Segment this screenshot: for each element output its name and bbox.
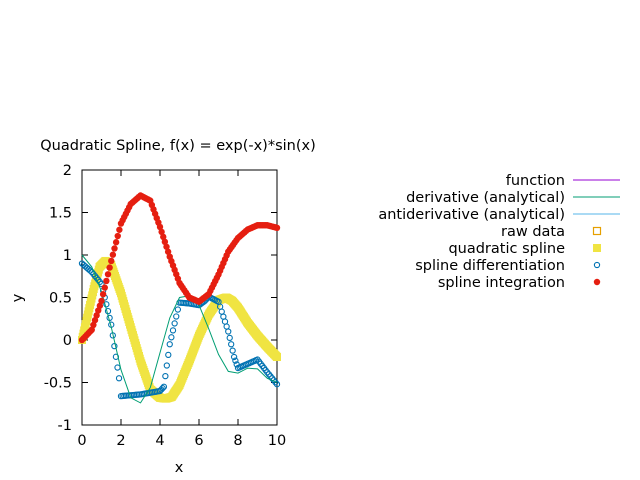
legend-item: spline differentiation — [415, 258, 601, 274]
data-point — [166, 341, 173, 348]
data-point — [103, 301, 110, 308]
data-point — [91, 316, 99, 324]
data-point — [159, 385, 166, 392]
data-point — [165, 351, 172, 359]
data-point — [273, 381, 281, 388]
legend-item: quadratic spline — [448, 241, 601, 257]
data-point — [168, 334, 175, 341]
data-point — [273, 353, 281, 361]
legend-item: derivative (analytical) — [406, 190, 620, 206]
y-tick-label: 1 — [63, 248, 72, 264]
data-point — [101, 284, 108, 291]
data-point — [171, 320, 178, 327]
data-point — [158, 228, 165, 236]
data-point — [96, 302, 104, 309]
x-tick-label: 8 — [233, 433, 242, 449]
series-spline-integration — [78, 192, 281, 344]
legend-swatch — [593, 244, 601, 252]
y-tick-label: 0.5 — [49, 291, 72, 307]
legend-label: raw data — [501, 224, 565, 240]
data-point — [160, 383, 168, 390]
legend-label: spline integration — [438, 275, 565, 291]
series-layer — [78, 192, 281, 404]
legend-item: function — [506, 173, 620, 189]
y-tick-label: -1 — [58, 418, 72, 434]
x-tick-label: 2 — [116, 433, 125, 449]
data-point — [104, 271, 112, 278]
legend-label: quadratic spline — [448, 241, 565, 257]
legend-item: raw data — [501, 224, 602, 240]
legend-label: spline differentiation — [415, 258, 565, 274]
data-point — [99, 291, 107, 298]
series-derivative-analytical- — [81, 254, 278, 404]
axis-ticks: 0 2 4 6 8 10 -1 -0.5 0 0.5 1 1.5 2 — [44, 163, 287, 449]
data-point — [229, 347, 236, 354]
x-axis-label: x — [175, 460, 184, 476]
data-point — [160, 233, 167, 241]
data-point — [156, 223, 164, 231]
legend-swatch — [592, 226, 602, 236]
legend-item: antiderivative (analytical) — [378, 207, 620, 223]
data-point — [103, 277, 110, 285]
x-tick-label: 6 — [194, 433, 203, 449]
data-point — [162, 372, 169, 380]
data-point — [106, 264, 113, 271]
y-tick-label: 1.5 — [49, 206, 72, 222]
legend-label: derivative (analytical) — [406, 190, 565, 206]
y-tick-label: 0 — [63, 333, 72, 349]
legend-item: spline integration — [438, 275, 601, 291]
y-tick-label: -0.5 — [44, 376, 72, 392]
y-tick-label: 2 — [63, 163, 72, 179]
data-point — [108, 257, 115, 265]
data-point — [90, 321, 97, 329]
data-point — [163, 243, 170, 250]
x-tick-label: 10 — [268, 433, 286, 449]
data-point — [111, 342, 118, 350]
data-point — [116, 226, 123, 233]
x-tick-label: 0 — [77, 433, 86, 449]
data-point — [114, 364, 121, 371]
data-point — [112, 239, 120, 246]
chart-title: Quadratic Spline, f(x) = exp(-x)*sin(x) — [40, 138, 316, 154]
data-point — [93, 312, 100, 319]
data-point — [115, 375, 123, 382]
data-point — [114, 232, 121, 240]
data-point — [232, 357, 239, 364]
data-point — [161, 238, 169, 246]
data-point — [226, 334, 233, 342]
data-point — [230, 353, 238, 361]
data-point — [174, 306, 182, 313]
legend-swatch — [593, 261, 601, 269]
data-point — [98, 297, 105, 305]
data-point — [164, 248, 172, 255]
x-tick-label: 4 — [155, 433, 164, 449]
data-point — [95, 307, 102, 314]
legend-label: function — [506, 173, 565, 189]
data-point — [111, 245, 118, 252]
y-axis-label: y — [10, 293, 26, 302]
data-point — [273, 224, 281, 231]
data-point — [228, 341, 235, 348]
data-point — [163, 362, 170, 369]
legend-swatch — [593, 278, 601, 286]
data-point — [88, 326, 95, 333]
legend-label: antiderivative (analytical) — [378, 207, 565, 223]
data-point — [109, 251, 117, 258]
data-point — [169, 327, 177, 334]
data-point — [173, 313, 180, 320]
series-line — [81, 254, 278, 404]
data-point — [225, 328, 232, 335]
